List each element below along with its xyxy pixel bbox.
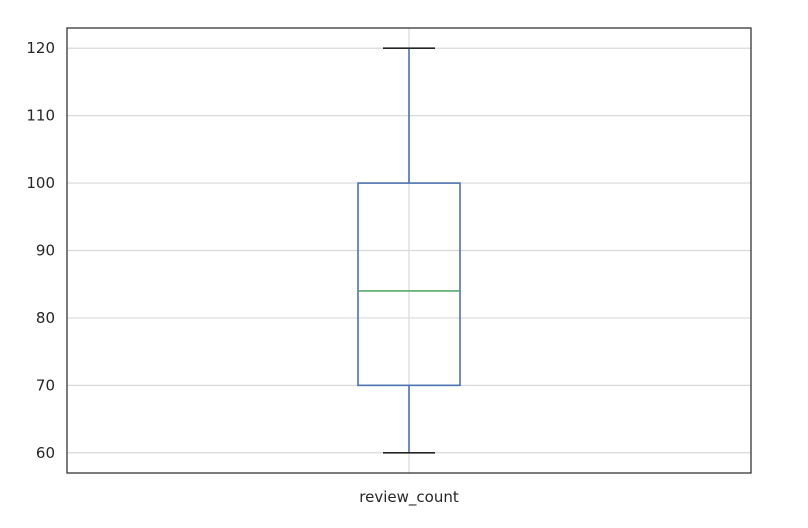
y-tick-label: 110 [26,107,55,125]
y-tick-label: 80 [36,309,55,327]
x-tick-label: review_count [359,488,459,507]
boxes [357,47,461,454]
y-tick-label: 120 [26,39,55,57]
y-tick-label: 70 [36,376,55,394]
x-axis: review_count [359,488,459,507]
iqr-box [357,182,461,387]
y-tick-label: 60 [36,444,55,462]
box-review_count [357,47,461,454]
y-tick-label: 90 [36,242,55,260]
y-tick-label: 100 [26,174,55,192]
y-axis: 60 70 80 90 100 110 120 [26,39,55,462]
plot-frame [66,27,752,474]
